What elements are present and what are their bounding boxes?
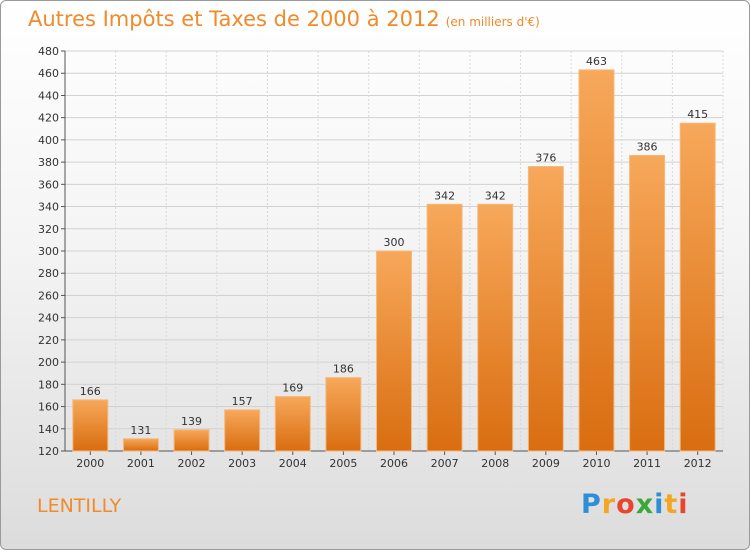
bar-value-label: 300	[384, 236, 405, 249]
bar-value-label: 342	[434, 189, 455, 202]
bars	[72, 69, 716, 452]
bar-value-label: 376	[535, 152, 556, 165]
x-tick-label: 2012	[684, 457, 712, 470]
bar-value-label: 415	[687, 108, 708, 121]
bar	[72, 399, 109, 452]
chart-title-text: Autres Impôts et Taxes de 2000 à 2012	[28, 7, 440, 31]
y-tick-label: 180	[38, 378, 59, 391]
y-tick-label: 480	[38, 45, 59, 58]
bar	[629, 154, 666, 452]
bar-value-label: 463	[586, 55, 607, 68]
bar-value-label: 166	[80, 385, 101, 398]
x-tick-label: 2003	[228, 457, 256, 470]
y-tick-label: 260	[38, 289, 59, 302]
bar	[578, 69, 615, 452]
bar-value-label: 386	[637, 140, 658, 153]
labels: 166 131 139 157 169 186 300 342 342 376 463 386 415	[80, 55, 708, 437]
bar	[679, 122, 716, 452]
chart-subtitle: (en milliers d'€)	[445, 15, 540, 29]
bar	[173, 429, 210, 452]
x-tick-label: 2006	[380, 457, 408, 470]
x-tick-label: 2002	[178, 457, 206, 470]
x-tick-label: 2004	[279, 457, 307, 470]
y-tick-label: 240	[38, 312, 59, 325]
axes: 120 140 160 180 200 220 240 260 280 300 320 340 360 3…	[38, 45, 723, 470]
x-tick-label: 2010	[582, 457, 610, 470]
y-tick-label: 320	[38, 223, 59, 236]
bar-value-label: 342	[485, 189, 506, 202]
proxiti-logo: Proxiti	[581, 489, 689, 520]
x-tick-label: 2001	[127, 457, 155, 470]
y-tick-label: 200	[38, 356, 59, 369]
bar	[122, 438, 159, 452]
y-tick-label: 220	[38, 334, 59, 347]
y-tick-label: 460	[38, 67, 59, 80]
x-tick-label: 2007	[431, 457, 459, 470]
y-tick-label: 420	[38, 112, 59, 125]
y-tick-label: 360	[38, 178, 59, 191]
bar-value-label: 131	[130, 424, 151, 437]
town-name: LENTILLY	[37, 495, 122, 517]
logo-letter: o	[616, 489, 636, 520]
logo-letter: P	[581, 489, 602, 520]
logo-letter: i	[654, 489, 665, 520]
y-tick-label: 140	[38, 423, 59, 436]
bar	[274, 396, 311, 452]
bar-value-label: 186	[333, 363, 354, 376]
y-tick-label: 120	[38, 445, 59, 458]
x-tick-label: 2000	[76, 457, 104, 470]
bar-value-label: 157	[232, 395, 253, 408]
bar	[527, 166, 564, 452]
chart-title: Autres Impôts et Taxes de 2000 à 2012 (en…	[28, 7, 540, 31]
bar-value-label: 169	[282, 382, 303, 395]
logo-letter: t	[664, 489, 679, 520]
x-tick-label: 2011	[633, 457, 661, 470]
bar	[325, 377, 362, 452]
logo-letter: x	[635, 489, 655, 520]
bar	[477, 203, 514, 452]
y-tick-label: 380	[38, 156, 59, 169]
logo-letter: r	[601, 489, 617, 520]
bar	[426, 203, 463, 452]
bar	[376, 250, 412, 452]
bar	[224, 409, 261, 452]
y-tick-label: 160	[38, 401, 59, 414]
x-tick-label: 2005	[329, 457, 357, 470]
y-tick-label: 300	[38, 245, 59, 258]
x-tick-label: 2008	[481, 457, 509, 470]
logo-letter: i	[678, 489, 689, 520]
x-tick-label: 2009	[532, 457, 560, 470]
y-tick-label: 280	[38, 267, 59, 280]
y-tick-label: 340	[38, 201, 59, 214]
bar-value-label: 139	[181, 415, 202, 428]
y-tick-label: 400	[38, 134, 59, 147]
y-tick-label: 440	[38, 89, 59, 102]
